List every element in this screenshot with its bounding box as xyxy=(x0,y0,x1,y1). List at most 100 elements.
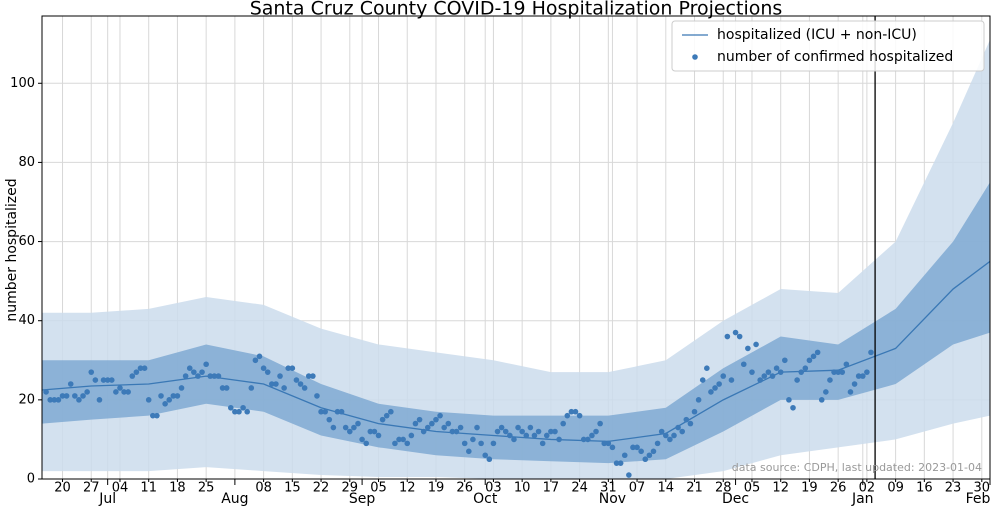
point xyxy=(782,357,788,364)
point xyxy=(613,460,620,466)
point xyxy=(494,428,501,435)
x-tick-label: 24 xyxy=(571,481,588,496)
point xyxy=(556,436,562,443)
point xyxy=(215,373,222,379)
point xyxy=(207,373,214,379)
point xyxy=(855,373,862,379)
point xyxy=(191,369,197,375)
point xyxy=(342,424,349,431)
x-major-label: Aug xyxy=(221,491,248,506)
point xyxy=(683,416,690,423)
point xyxy=(761,373,768,379)
point xyxy=(178,385,185,391)
point xyxy=(121,389,127,395)
point xyxy=(712,385,718,391)
point xyxy=(289,365,296,371)
point xyxy=(486,456,493,463)
legend-label: hospitalized (ICU + non-ICU) xyxy=(717,27,917,43)
x-tick-label: 17 xyxy=(543,481,560,496)
point xyxy=(507,432,513,439)
point xyxy=(568,408,575,415)
point xyxy=(59,393,66,399)
x-tick-label: 04 xyxy=(112,481,129,496)
point xyxy=(154,412,160,419)
point xyxy=(51,397,58,403)
chart-title: Santa Cruz County COVID-19 Hospitalizati… xyxy=(250,0,783,20)
point xyxy=(708,389,714,395)
point xyxy=(293,377,300,383)
point xyxy=(601,440,608,447)
point xyxy=(186,365,193,371)
point xyxy=(806,357,813,364)
point xyxy=(466,448,472,455)
point xyxy=(412,420,419,427)
point xyxy=(424,424,431,431)
point xyxy=(137,365,144,371)
point xyxy=(736,333,743,340)
point xyxy=(728,377,735,383)
point xyxy=(470,436,476,443)
point xyxy=(326,416,333,423)
point xyxy=(642,456,649,463)
point xyxy=(798,369,805,375)
point xyxy=(777,369,784,375)
point xyxy=(125,389,131,395)
x-tick-label: 25 xyxy=(198,481,215,496)
x-major-label: Dec xyxy=(722,491,749,506)
point xyxy=(80,393,86,399)
x-tick-label: 19 xyxy=(428,481,445,496)
point xyxy=(699,377,706,383)
point xyxy=(252,357,259,364)
point xyxy=(630,444,636,451)
point xyxy=(72,393,78,399)
point xyxy=(560,420,566,427)
x-tick-label: 15 xyxy=(284,481,301,496)
point xyxy=(535,428,542,435)
legend-box xyxy=(671,20,985,72)
point xyxy=(240,404,246,411)
point xyxy=(802,365,809,371)
point xyxy=(264,369,271,375)
point xyxy=(43,389,49,395)
point xyxy=(687,420,694,427)
x-tick-label: 27 xyxy=(83,481,100,496)
point xyxy=(523,432,530,439)
x-tick-label: 11 xyxy=(140,481,157,496)
point xyxy=(662,432,669,439)
x-tick-label: 16 xyxy=(916,481,933,496)
point xyxy=(248,385,255,391)
point xyxy=(379,416,386,423)
legend-label: number of confirmed hospitalized xyxy=(717,49,953,65)
y-tick-label: 80 xyxy=(18,155,35,170)
point xyxy=(211,373,218,379)
point xyxy=(84,389,90,395)
point xyxy=(753,341,759,348)
point xyxy=(638,448,644,455)
point xyxy=(474,424,480,431)
point xyxy=(827,377,833,383)
point xyxy=(634,444,640,451)
y-tick-label: 60 xyxy=(18,234,35,249)
point xyxy=(117,385,123,391)
point xyxy=(482,452,489,459)
point xyxy=(244,408,250,415)
x-major-label: Sep xyxy=(349,491,376,506)
point xyxy=(773,365,780,371)
x-tick-label: 22 xyxy=(313,481,330,496)
point xyxy=(277,373,283,379)
point xyxy=(346,428,353,435)
point xyxy=(371,428,378,435)
point xyxy=(716,381,722,387)
point xyxy=(593,428,599,435)
x-major-label: Jan xyxy=(851,491,874,506)
point xyxy=(576,412,583,419)
x-tick-label: 20 xyxy=(54,481,71,496)
x-major-label: Jul xyxy=(98,491,116,506)
point xyxy=(539,440,546,447)
point xyxy=(609,444,616,451)
point xyxy=(129,373,136,379)
legend: hospitalized (ICU + non-ICU) number of co… xyxy=(671,20,985,72)
point xyxy=(843,361,850,368)
point xyxy=(47,397,54,403)
